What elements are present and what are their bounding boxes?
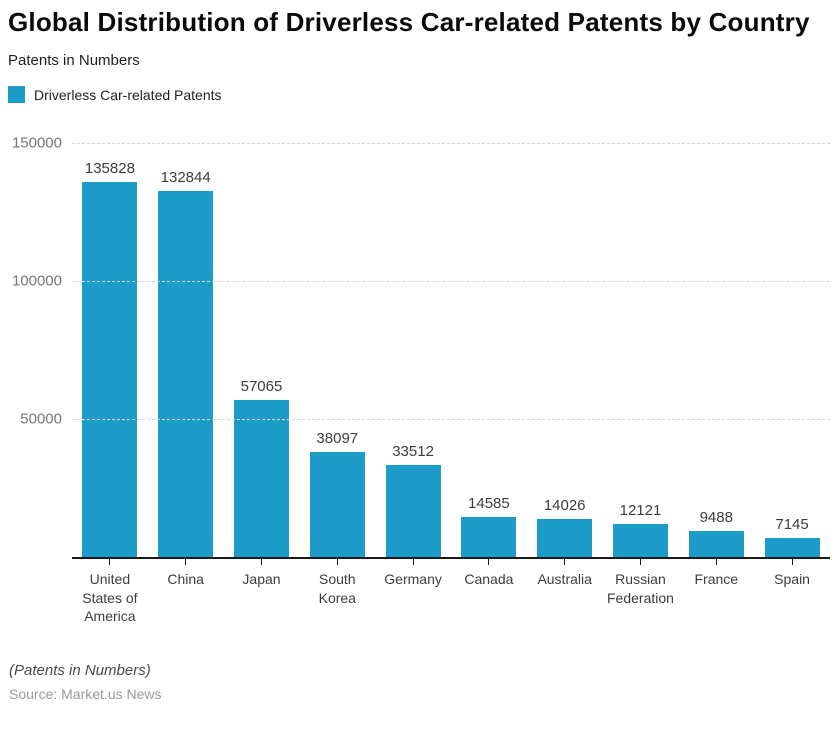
y-axis-tick-label: 150000 [11,134,62,152]
bar-slot: 7145 [754,143,830,558]
legend-label: Driverless Car-related Patents [34,86,222,103]
bar [461,517,517,558]
x-axis-tick [791,559,793,566]
bar-slot: 33512 [375,143,451,558]
x-axis-category-label: Canada [464,571,514,588]
x-axis-category-label: France [694,571,739,588]
bar-value-label: 38097 [316,430,359,448]
x-axis-slot: Germany [375,559,451,625]
x-axis-tick [185,559,187,566]
x-axis-slot: China [148,559,224,625]
bar-chart: 135828 132844 57065 38097 33512 14585 14026 121… [8,135,835,625]
bar-value-label: 14585 [468,495,510,513]
x-axis-slot: Japan [224,559,300,625]
chart-page: Global Distribution of Driverless Car-re… [8,7,835,702]
bar [158,190,214,558]
x-axis-slot: United States of America [72,559,148,625]
bar [612,523,668,558]
bar-slot: 14026 [527,143,603,558]
bar [385,464,441,558]
gridline [72,419,830,421]
x-axis-category-label: United States of America [82,571,138,625]
gridline [72,281,830,283]
bar-value-label: 135828 [84,160,135,178]
bar [537,518,593,558]
bar-value-label: 33512 [392,442,434,460]
x-axis: United States of America China Japan South … [72,559,830,625]
bar-slot: 9488 [678,143,754,558]
plot-area: 135828 132844 57065 38097 33512 14585 14026 121… [12,135,830,560]
x-axis-tick [488,559,490,566]
x-axis-slot: Spain [754,559,830,625]
bar-slot: 57065 [224,143,300,558]
x-axis-category-label: South Korea [318,571,356,606]
y-axis-tick-label: 100000 [11,272,62,290]
bar-value-label: 7145 [775,515,809,533]
page-title: Global Distribution of Driverless Car-re… [8,7,810,37]
bar-value-label: 57065 [240,377,283,395]
bar-slot: 132844 [148,143,224,558]
footer-source: Source: Market.us News [9,685,162,702]
legend: Driverless Car-related Patents [8,86,835,104]
chart-footer: (Patents in Numbers) Source: Market.us N… [8,662,835,702]
bar-value-label: 14026 [543,496,586,514]
x-axis-tick [260,559,262,566]
gridline [72,143,830,145]
x-axis-slot: Russian Federation [603,559,679,625]
bar [764,537,820,558]
x-axis-slot: South Korea [299,559,375,625]
x-axis-category-label: Japan [242,571,281,588]
legend-swatch-icon [8,86,25,104]
bar [233,399,289,558]
x-axis-tick [336,559,338,566]
x-axis-tick [109,559,111,566]
bar-value-label: 12121 [619,501,662,519]
x-axis-slot: France [678,559,754,625]
x-axis-category-label: Russian Federation [607,571,674,606]
bars-row: 135828 132844 57065 38097 33512 14585 14026 121… [72,143,830,558]
x-axis-slot: Australia [527,559,603,625]
footer-note: (Patents in Numbers) [9,661,151,679]
x-axis-slot: Canada [451,559,527,625]
bar-slot: 135828 [72,143,148,558]
bar-slot: 14585 [451,143,527,558]
chart-subtitle: Patents in Numbers [8,52,140,70]
bar [82,182,138,558]
y-axis-tick-label: 50000 [20,410,62,428]
x-axis-category-label: Australia [537,571,592,588]
x-axis-category-label: Spain [774,571,810,588]
x-axis-category-label: Germany [384,571,442,588]
bar [309,452,365,558]
x-axis-tick [564,559,566,566]
x-axis-tick [412,559,414,566]
bar-slot: 38097 [299,143,375,558]
bar [688,531,744,558]
bar-slot: 12121 [603,143,679,558]
x-axis-tick [715,559,717,566]
x-axis-tick [639,559,641,566]
x-axis-category-label: China [167,571,204,588]
bar-value-label: 9488 [699,509,733,527]
bar-value-label: 132844 [160,168,211,186]
